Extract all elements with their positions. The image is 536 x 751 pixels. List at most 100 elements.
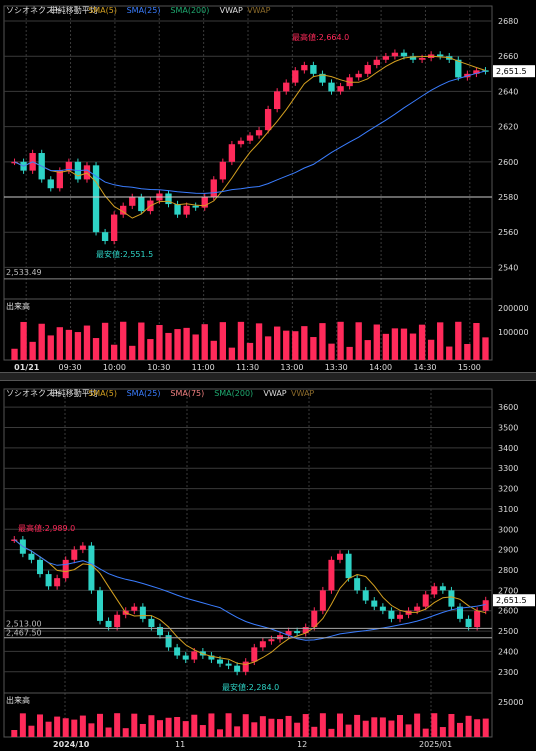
volume-bar bbox=[201, 324, 208, 360]
volume-bar bbox=[409, 333, 417, 360]
legend-item: SMA(5) bbox=[88, 6, 117, 15]
legend-item: VWAP bbox=[263, 389, 286, 398]
volume-bar bbox=[217, 729, 223, 737]
volume-bar bbox=[446, 346, 453, 360]
y-tick-label: 2560 bbox=[498, 228, 518, 237]
current-price-label: 2,651.5 bbox=[496, 596, 527, 605]
current-price-box bbox=[493, 65, 535, 78]
candle-body bbox=[388, 610, 395, 619]
volume-bar bbox=[418, 324, 426, 360]
volume-bar bbox=[277, 719, 283, 737]
y-tick-label: 3400 bbox=[498, 444, 518, 453]
y-tick-label: 2580 bbox=[498, 193, 518, 202]
volume-bar bbox=[422, 728, 429, 737]
candle-body bbox=[457, 606, 463, 619]
volume-bar bbox=[225, 713, 232, 737]
volume-bar bbox=[183, 327, 190, 360]
volume-label: 出来高 bbox=[6, 301, 30, 311]
volume-bar bbox=[129, 345, 136, 360]
volume-bar bbox=[157, 720, 163, 737]
candle-body bbox=[28, 553, 35, 560]
candle-body bbox=[355, 73, 362, 78]
volume-bar bbox=[242, 714, 249, 737]
volume-bar bbox=[38, 323, 45, 360]
volume-bar bbox=[457, 722, 463, 737]
sma25-line bbox=[14, 70, 486, 194]
y-tick-label: 2300 bbox=[498, 668, 518, 677]
candle-body bbox=[182, 655, 189, 660]
candle-body bbox=[301, 65, 308, 71]
candle-body bbox=[217, 659, 223, 664]
volume-bar bbox=[346, 346, 353, 360]
x-tick-label: 14:00 bbox=[369, 363, 392, 372]
candle-body bbox=[371, 600, 378, 607]
legend-item: SMA(200) bbox=[214, 389, 253, 398]
volume-bar bbox=[83, 325, 91, 360]
legend-item: VWAP bbox=[247, 6, 270, 15]
volume-bar bbox=[251, 722, 258, 737]
volume-bar bbox=[88, 723, 95, 737]
volume-bar bbox=[199, 725, 206, 737]
volume-bar bbox=[47, 335, 54, 360]
volume-bar bbox=[65, 329, 73, 360]
candle-body bbox=[97, 590, 103, 621]
volume-bar bbox=[328, 728, 335, 737]
volume-bar bbox=[139, 723, 146, 737]
volume-bar bbox=[255, 323, 263, 360]
candle-body bbox=[439, 586, 446, 591]
candle-body bbox=[255, 130, 263, 136]
candle-body bbox=[138, 197, 145, 212]
volume-label: 出来高 bbox=[6, 695, 30, 705]
legend-item: VWAP bbox=[291, 389, 314, 398]
candle-body bbox=[400, 52, 408, 57]
volume-bar bbox=[20, 321, 27, 360]
candle-body bbox=[157, 627, 163, 636]
candle-body bbox=[45, 574, 52, 587]
candle-body bbox=[311, 610, 318, 628]
sma5-line bbox=[13, 539, 486, 666]
volume-bar bbox=[56, 327, 63, 360]
candle-body bbox=[294, 631, 301, 634]
x-tick-label: 2024/10 bbox=[53, 740, 90, 749]
y-tick-label: 2500 bbox=[498, 627, 518, 636]
candle-body bbox=[328, 82, 335, 92]
volume-bar bbox=[355, 322, 362, 360]
volume-bar bbox=[362, 720, 369, 737]
candle-body bbox=[310, 65, 317, 74]
volume-bar bbox=[74, 332, 82, 360]
ref-line-label: 2,467.50 bbox=[6, 629, 42, 638]
x-tick-label: 13:00 bbox=[280, 363, 303, 372]
candle-body bbox=[129, 197, 136, 206]
candle-body bbox=[88, 545, 95, 591]
legend-item: SMA(5) bbox=[88, 389, 117, 398]
volume-bar bbox=[382, 333, 390, 360]
y-tick-label: 2540 bbox=[498, 263, 518, 272]
candle-body bbox=[110, 214, 118, 242]
low-label: 最安値:2,284.0 bbox=[222, 682, 279, 692]
x-tick-label: 01/21 bbox=[14, 363, 40, 372]
volume-bar bbox=[19, 713, 26, 737]
candle-body bbox=[418, 57, 426, 60]
y-tick-label: 3600 bbox=[498, 403, 518, 412]
low-label: 最安値:2,551.5 bbox=[96, 249, 153, 259]
volume-bar bbox=[448, 713, 455, 737]
volume-bar bbox=[210, 340, 217, 360]
candle-body bbox=[292, 70, 299, 83]
x-tick-label: 09:30 bbox=[59, 363, 82, 372]
volume-bar bbox=[120, 321, 127, 360]
candle-body bbox=[139, 606, 146, 619]
y-tick-label: 2800 bbox=[498, 566, 518, 575]
volume-bar bbox=[388, 720, 395, 737]
candle-body bbox=[228, 144, 236, 162]
volume-bar bbox=[174, 717, 181, 737]
volume-tick-label: 200000 bbox=[498, 304, 529, 313]
ref-line-label: 2,513.00 bbox=[6, 619, 42, 628]
candle-body bbox=[319, 73, 326, 83]
candle-body bbox=[174, 204, 181, 215]
y-tick-label: 2900 bbox=[498, 546, 518, 555]
candle-body bbox=[382, 56, 390, 60]
volume-bar bbox=[373, 324, 380, 360]
volume-bar bbox=[246, 342, 254, 360]
candle-body bbox=[234, 665, 241, 672]
volume-bar bbox=[427, 339, 435, 360]
